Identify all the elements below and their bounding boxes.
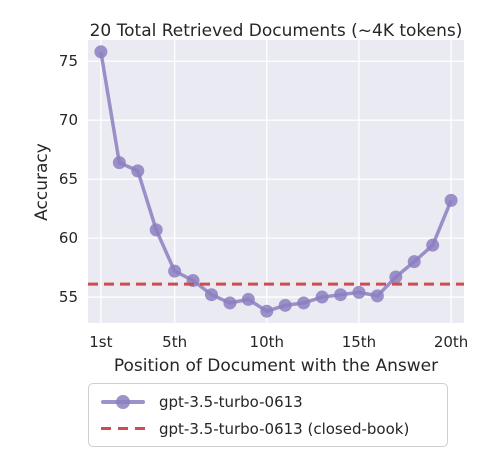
x-tick-label: 1st [89, 333, 112, 351]
chart-title: 20 Total Retrieved Documents (~4K tokens… [90, 21, 463, 41]
legend-swatch-model [99, 392, 147, 412]
x-axis-label: Position of Document with the Answer [114, 356, 438, 376]
data-point [241, 292, 255, 306]
x-tick-label: 10th [250, 333, 284, 351]
data-point [407, 255, 421, 269]
legend-label-model: gpt-3.5-turbo-0613 [159, 393, 303, 411]
legend-item-closed-book: gpt-3.5-turbo-0613 (closed-book) [99, 416, 409, 442]
tick-labels: 1st 5th 10th 15th 20th 55 60 65 70 75 [59, 52, 468, 351]
legend-item-model: gpt-3.5-turbo-0613 [99, 389, 303, 415]
y-tick-label: 75 [59, 52, 78, 70]
y-tick-label: 70 [59, 111, 78, 129]
legend: gpt-3.5-turbo-0613 gpt-3.5-turbo-0613 (c… [88, 383, 448, 447]
plot-area [88, 40, 464, 323]
data-point [131, 164, 145, 178]
legend-label-closed-book: gpt-3.5-turbo-0613 (closed-book) [159, 420, 410, 438]
data-point [426, 238, 440, 252]
data-point [444, 193, 458, 207]
x-tick-label: 15th [342, 333, 376, 351]
data-point [223, 296, 237, 310]
data-point [94, 45, 108, 59]
data-point [315, 290, 329, 304]
y-tick-label: 55 [59, 288, 78, 306]
chart: 1st 5th 10th 15th 20th 55 60 65 70 75 20 Total Re… [32, 21, 468, 376]
y-tick-label: 60 [59, 229, 78, 247]
x-tick-label: 20th [434, 333, 468, 351]
data-point [149, 223, 163, 237]
data-point [112, 156, 126, 170]
x-tick-label: 5th [162, 333, 187, 351]
data-point [352, 285, 366, 299]
y-axis-label: Accuracy [32, 143, 52, 221]
data-point [334, 288, 348, 302]
data-point [389, 270, 403, 284]
data-point [204, 288, 218, 302]
data-point [260, 304, 274, 318]
legend-swatch-closed-book [99, 419, 147, 439]
data-point [278, 298, 292, 312]
series-layer [88, 45, 464, 318]
data-point [370, 289, 384, 303]
y-tick-label: 65 [59, 170, 78, 188]
data-point [297, 296, 311, 310]
data-point [168, 264, 182, 278]
gridlines [88, 40, 464, 323]
